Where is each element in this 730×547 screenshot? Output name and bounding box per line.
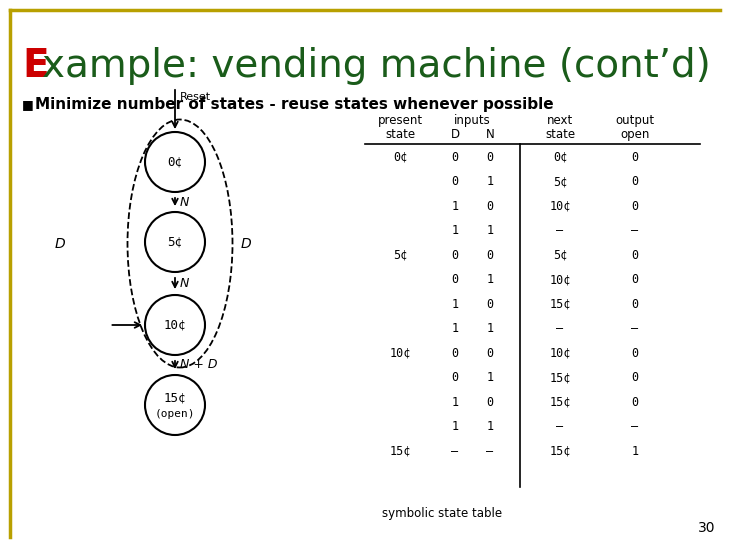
- Text: 10¢: 10¢: [549, 274, 571, 287]
- Text: N + D: N + D: [180, 358, 218, 371]
- Text: present: present: [377, 114, 423, 127]
- Text: 0¢: 0¢: [393, 151, 407, 164]
- Text: 10¢: 10¢: [389, 347, 411, 360]
- Text: 0: 0: [631, 249, 639, 262]
- Text: 1: 1: [451, 323, 458, 335]
- Text: 0¢: 0¢: [167, 155, 182, 168]
- Text: 15¢: 15¢: [549, 445, 571, 458]
- Text: N: N: [180, 277, 189, 290]
- Text: D: D: [55, 236, 65, 251]
- Text: 30: 30: [697, 521, 715, 535]
- Text: xample: vending machine (cont’d): xample: vending machine (cont’d): [42, 47, 711, 85]
- Text: 0: 0: [451, 347, 458, 360]
- Text: E: E: [22, 47, 49, 85]
- Text: N: N: [485, 128, 494, 141]
- Text: 0: 0: [486, 396, 493, 409]
- Text: 0: 0: [631, 200, 639, 213]
- Text: 0¢: 0¢: [553, 151, 567, 164]
- Text: 1: 1: [451, 396, 458, 409]
- Text: D: D: [240, 236, 251, 251]
- Text: 0: 0: [451, 151, 458, 164]
- Text: 0: 0: [631, 274, 639, 287]
- Text: 1: 1: [486, 224, 493, 237]
- Text: next: next: [547, 114, 573, 127]
- Text: 15¢: 15¢: [164, 392, 186, 404]
- Text: symbolic state table: symbolic state table: [383, 507, 502, 520]
- Text: 1: 1: [631, 445, 639, 458]
- Text: 1: 1: [451, 421, 458, 433]
- Text: –: –: [631, 421, 639, 433]
- Text: 0: 0: [451, 249, 458, 262]
- Text: 5¢: 5¢: [167, 236, 182, 248]
- Text: 0: 0: [631, 151, 639, 164]
- Text: 0: 0: [631, 298, 639, 311]
- Text: inputs: inputs: [453, 114, 491, 127]
- Text: 10¢: 10¢: [164, 318, 186, 331]
- Text: –: –: [631, 224, 639, 237]
- Text: 5¢: 5¢: [553, 249, 567, 262]
- Text: –: –: [451, 445, 458, 458]
- Text: 0: 0: [486, 347, 493, 360]
- Text: 1: 1: [486, 274, 493, 287]
- Text: 1: 1: [451, 298, 458, 311]
- Text: 0: 0: [631, 396, 639, 409]
- Text: output: output: [615, 114, 655, 127]
- Text: 1: 1: [486, 371, 493, 385]
- Text: Minimize number of states - reuse states whenever possible: Minimize number of states - reuse states…: [35, 97, 553, 113]
- Text: 1: 1: [451, 200, 458, 213]
- Text: 5¢: 5¢: [553, 176, 567, 189]
- Text: Reset: Reset: [180, 92, 211, 102]
- Text: 0: 0: [486, 200, 493, 213]
- Text: 10¢: 10¢: [549, 347, 571, 360]
- Text: 10¢: 10¢: [549, 200, 571, 213]
- Text: –: –: [556, 421, 564, 433]
- Text: 1: 1: [486, 323, 493, 335]
- Text: N: N: [180, 195, 189, 208]
- Text: 1: 1: [451, 224, 458, 237]
- Text: 0: 0: [451, 371, 458, 385]
- Text: 0: 0: [486, 151, 493, 164]
- Text: 15¢: 15¢: [389, 445, 411, 458]
- Text: 15¢: 15¢: [549, 396, 571, 409]
- Text: 1: 1: [486, 176, 493, 189]
- Text: 1: 1: [486, 421, 493, 433]
- Text: open: open: [620, 128, 650, 141]
- Text: 0: 0: [631, 176, 639, 189]
- Text: –: –: [556, 323, 564, 335]
- Text: state: state: [545, 128, 575, 141]
- Text: 15¢: 15¢: [549, 298, 571, 311]
- Text: –: –: [486, 445, 493, 458]
- Text: –: –: [556, 224, 564, 237]
- Text: D: D: [450, 128, 460, 141]
- Text: 0: 0: [451, 176, 458, 189]
- Text: ■: ■: [22, 98, 34, 112]
- Text: 5¢: 5¢: [393, 249, 407, 262]
- Text: 0: 0: [486, 298, 493, 311]
- Text: 15¢: 15¢: [549, 371, 571, 385]
- Text: 0: 0: [631, 347, 639, 360]
- Text: 0: 0: [486, 249, 493, 262]
- Text: (open): (open): [155, 409, 195, 419]
- Text: state: state: [385, 128, 415, 141]
- Text: –: –: [631, 323, 639, 335]
- Text: 0: 0: [451, 274, 458, 287]
- Text: 0: 0: [631, 371, 639, 385]
